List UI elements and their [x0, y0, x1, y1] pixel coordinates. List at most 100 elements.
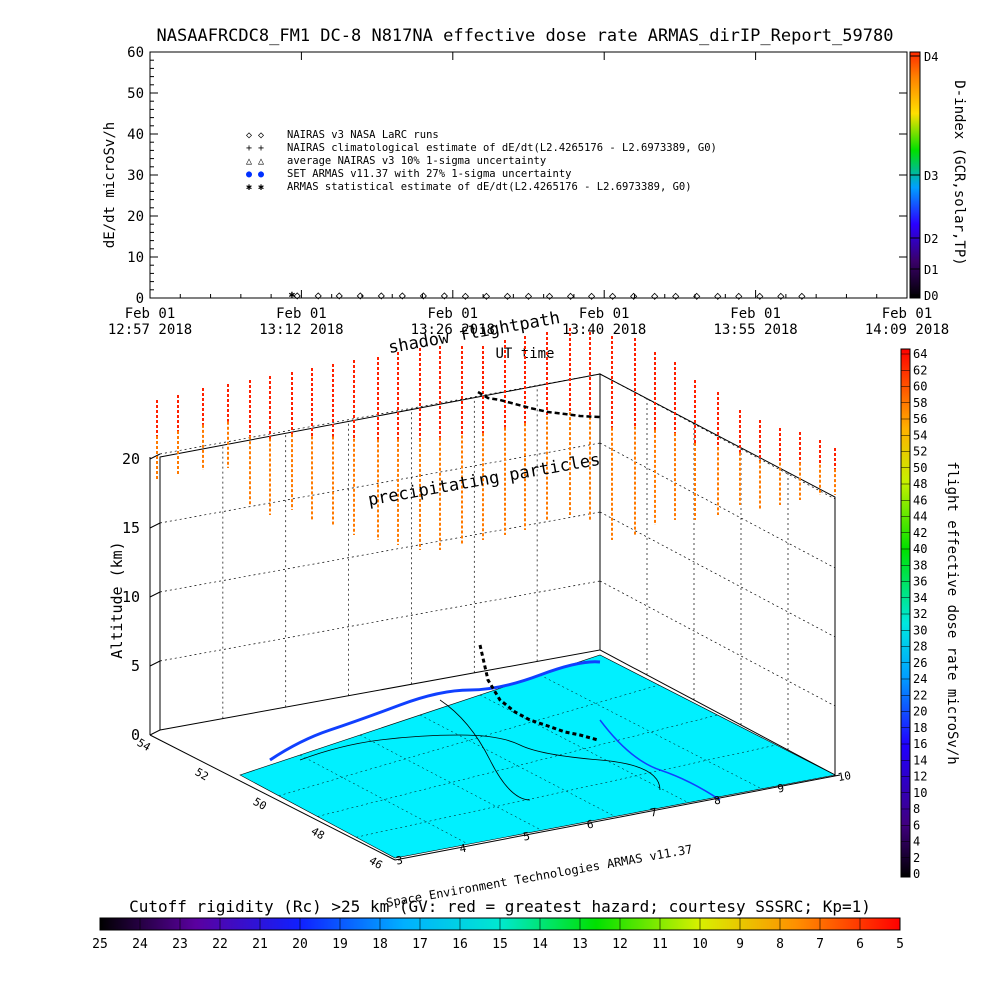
latitude-ticks: 54 52 50 48 46 — [135, 736, 385, 872]
dose-rate-tick-label: 4 — [913, 835, 920, 849]
legend-text: SET ARMAS v11.37 with 27% 1-sigma uncert… — [287, 168, 571, 180]
altitude-tick — [149, 453, 161, 460]
top-data-marks: ✱ — [289, 288, 806, 301]
longitude-tick-label: 7 — [649, 806, 658, 820]
legend-text: average NAIRAS v3 10% 1-sigma uncertaint… — [287, 155, 546, 167]
altitude-tick — [149, 660, 161, 667]
dindex-tick-label: D4 — [924, 50, 938, 64]
cutoff-rigidity-tick-label: 14 — [532, 937, 548, 952]
dose-rate-tick-label: 50 — [913, 461, 927, 475]
cutoff-rigidity-tick-label: 18 — [372, 937, 388, 952]
nairas-point — [756, 292, 764, 300]
cutoff-rigidity-tick-label: 6 — [856, 937, 864, 952]
dose-rate-tick-label: 14 — [913, 753, 927, 767]
top-y-tick-label: 40 — [127, 127, 144, 143]
longitude-tick-label: 8 — [713, 794, 722, 808]
longitude-tick-label: 10 — [837, 769, 852, 784]
cutoff-rigidity-tick-label: 10 — [692, 937, 708, 952]
top-y-tick-label: 30 — [127, 168, 144, 184]
altitude-tick — [149, 729, 161, 736]
dose-rate-tick-label: 20 — [913, 705, 927, 719]
nairas-point — [566, 292, 575, 300]
cutoff-rigidity-tick-label: 16 — [452, 937, 468, 952]
cutoff-rigidity-tick-label: 17 — [412, 937, 428, 952]
border-line — [439, 699, 531, 801]
dindex-tick-label: D0 — [924, 289, 938, 303]
latitude-tick-label: 52 — [193, 766, 211, 784]
longitude-tick-label: 9 — [776, 782, 785, 796]
cutoff-rigidity-tick-label: 19 — [332, 937, 348, 952]
dose-rate-tick-label: 12 — [913, 770, 927, 784]
legend-marker: ✱ ✱ — [246, 182, 264, 193]
dose-rate-tick-label: 64 — [913, 347, 927, 361]
altitude-tick-label: 15 — [122, 519, 140, 537]
dose-rate-colorbar-label: flight effective dose rate microSv/h — [944, 461, 960, 764]
dose-rate-tick-label: 56 — [913, 412, 927, 426]
dose-rate-tick-label: 2 — [913, 851, 920, 865]
dose-rate-tick-label: 46 — [913, 493, 927, 507]
nairas-point — [609, 292, 617, 300]
dose-rate-tick-label: 52 — [913, 445, 927, 459]
wall-grid — [149, 373, 836, 750]
nairas-point — [503, 292, 512, 300]
dose-rate-tick-label: 48 — [913, 477, 927, 491]
map-gridline — [359, 734, 542, 831]
top-y-tick-label: 20 — [127, 209, 144, 225]
shadow-flightpath-line — [477, 390, 601, 419]
cutoff-rigidity-tick-label: 9 — [736, 937, 744, 952]
map-gridline — [356, 744, 777, 838]
nairas-point — [440, 292, 448, 300]
altitude-ticks: 0 5 10 15 20 — [122, 450, 140, 744]
top-x-tick-label-time: 13:12 2018 — [259, 322, 343, 338]
top-x-tick-label-time: 13:55 2018 — [713, 322, 797, 338]
legend-marker: ● ● — [246, 169, 264, 180]
altitude-tick — [149, 591, 161, 598]
altitude-tick-label: 5 — [131, 657, 140, 675]
flight-3d-panel: 0 5 10 15 20 54 52 50 48 46 3 4 5 6 7 8 9 10 Altitude (… — [108, 308, 852, 910]
dose-rate-tick-label: 26 — [913, 656, 927, 670]
ground-flightpath-line — [478, 644, 599, 742]
side-wall-gridline — [599, 373, 836, 500]
nairas-point — [651, 292, 659, 300]
dose-rate-tick-label: 28 — [913, 640, 927, 654]
dose-rate-tick-label: 32 — [913, 607, 927, 621]
legend-marker: + + — [246, 143, 264, 154]
nairas-point — [545, 292, 554, 300]
legend-text: NAIRAS v3 NASA LaRC runs — [287, 129, 439, 141]
dindex-tick-label: D3 — [924, 169, 938, 183]
cutoff-rigidity-tick-label: 8 — [776, 937, 784, 952]
top-y-label: dE/dt microSv/h — [102, 122, 118, 248]
nairas-point — [588, 292, 596, 300]
precipitating-particle-columns — [156, 328, 836, 550]
side-wall-gridline — [599, 511, 836, 638]
altitude-tick-label: 20 — [122, 450, 140, 468]
cutoff-rigidity-tick-label: 24 — [132, 937, 148, 952]
map-coastlines — [269, 660, 777, 845]
top-y-tick-label: 0 — [136, 291, 144, 307]
latitude-tick-label: 46 — [367, 854, 385, 872]
top-legend: ◇ ◇ NAIRAS v3 NASA LaRC runs + + NAIRAS cli… — [246, 129, 717, 193]
dose-rate-tick-label: 54 — [913, 428, 927, 442]
nairas-point — [398, 292, 406, 300]
longitude-ticks: 3 4 5 6 7 8 9 10 — [395, 769, 852, 868]
nairas-point — [314, 292, 322, 300]
dose-rate-colorbar — [900, 348, 911, 878]
top-x-tick-label-date: Feb 01 — [882, 306, 933, 322]
dose-rate-tick-label: 62 — [913, 363, 927, 377]
legend-text: ARMAS statistical estimate of dE/dt(L2.4… — [287, 181, 692, 193]
map-gridline — [479, 694, 689, 803]
top-x-tick-label-date: Feb 01 — [579, 306, 630, 322]
nairas-point — [293, 292, 301, 300]
cutoff-rigidity-tick-label: 15 — [492, 937, 508, 952]
dose-rate-tick-label: 44 — [913, 510, 927, 524]
cutoff-rigidity-tick-label: 21 — [252, 937, 268, 952]
legend-marker: △ △ — [246, 156, 264, 167]
altitude-label: Altitude (km) — [108, 541, 126, 658]
cutoff-rigidity-title: Cutoff rigidity (Rc) >25 km (GV: red = g… — [129, 897, 871, 916]
dindex-ticks: D4 D3 D2 D1 D0 — [910, 50, 938, 303]
nairas-point — [630, 292, 638, 300]
legend-marker: ◇ ◇ — [246, 130, 264, 141]
top-x-tick-label-time: 14:09 2018 — [865, 322, 949, 338]
dose-rate-colorbar-ticks: 6462605856545250484644424038363432302826… — [901, 347, 927, 881]
cutoff-rigidity-tick-label: 22 — [212, 937, 228, 952]
